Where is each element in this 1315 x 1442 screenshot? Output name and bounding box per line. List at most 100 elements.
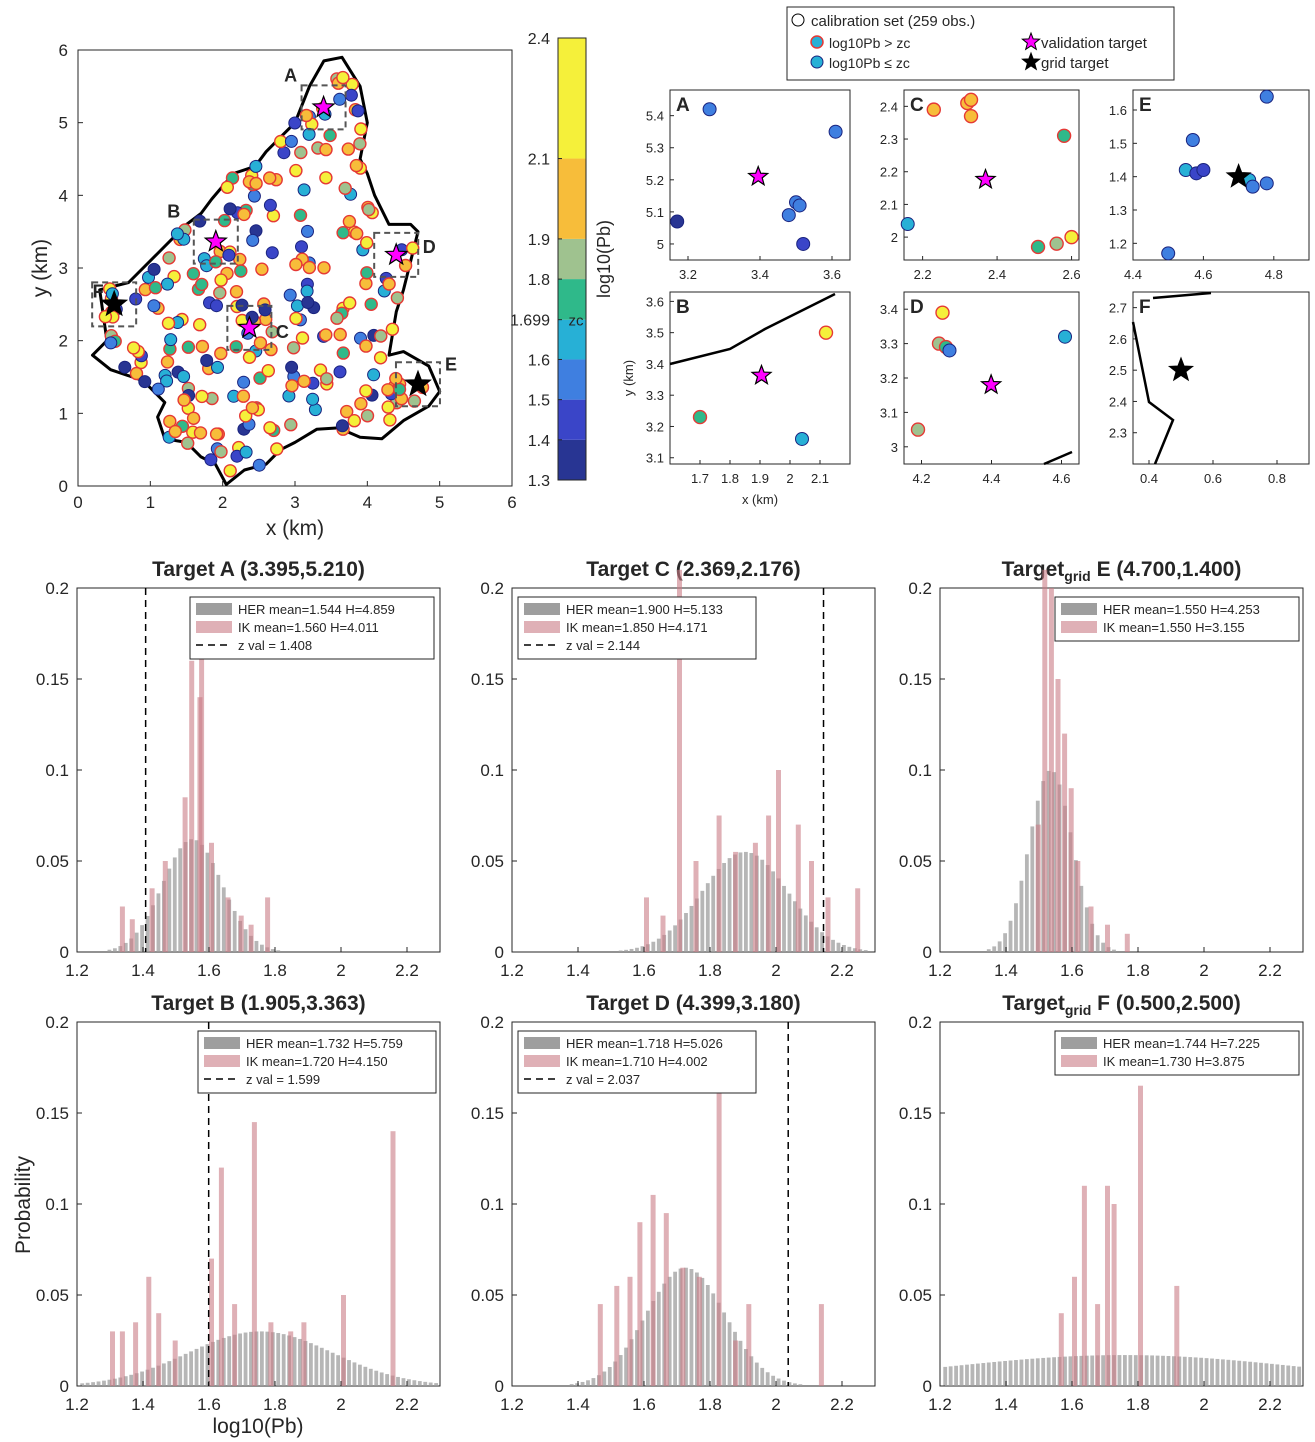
map-xtick-label: 5 [435, 493, 444, 512]
ik-bar [644, 897, 649, 952]
map-ytick-label: 5 [59, 114, 68, 133]
ik-bar [182, 797, 188, 952]
hist-xtick-label: 1.4 [994, 1395, 1018, 1414]
histogram-panels: Target A (3.395,5.210) 1.2 1.4 1.6 1.8 2 2.2 0 0… [12, 558, 1304, 1438]
ik-bar [733, 1340, 739, 1386]
her-bar [749, 853, 754, 952]
hist-xtick-label: 2 [336, 1395, 345, 1414]
inset-ytick-label: 2.6 [1109, 332, 1127, 347]
hist-ylabel: Probability [12, 1155, 35, 1254]
her-bar [156, 893, 161, 952]
her-bar [591, 1378, 596, 1386]
calibration-point [249, 159, 263, 173]
her-bar [178, 848, 183, 952]
hist-ytick-label: 0.05 [36, 1286, 69, 1305]
ik-bar [110, 1331, 115, 1386]
her-bar [1019, 1359, 1024, 1386]
target-box-D [373, 231, 420, 278]
ik-bar [301, 1322, 307, 1386]
her-bar [959, 1365, 964, 1386]
inset-point [1030, 239, 1046, 255]
ik-bar [1055, 679, 1061, 952]
inset-label: C [910, 95, 924, 116]
colorbar-tick-label: 1.4 [528, 433, 550, 450]
her-bar [1079, 885, 1084, 952]
calibration-point [283, 288, 297, 302]
her-bar [1024, 854, 1029, 952]
hist-ytick-label: 0.05 [899, 1286, 932, 1305]
inset-ytick-label: 3.2 [880, 371, 898, 386]
her-bar [738, 1340, 743, 1386]
histogram-3: Targetgrid E (4.700,1.400) 1.2 1.4 1.6 1.8 2 2… [899, 558, 1304, 980]
her-bar [814, 927, 819, 952]
her-bar [200, 1346, 204, 1386]
her-bar [1035, 1358, 1040, 1386]
calibration-point [253, 371, 267, 385]
hist-title: Target A (3.395,5.210) [152, 558, 365, 581]
her-bar [847, 946, 852, 952]
hist-xtick-label: 2 [771, 1395, 780, 1414]
ik-bar [663, 1213, 669, 1386]
calibration-point [237, 375, 251, 389]
hist-ytick-label: 0.2 [480, 579, 504, 598]
her-bar [1101, 942, 1106, 952]
inset-boundary [1152, 291, 1212, 300]
hist-frame [939, 1021, 1304, 1387]
calibration-point [204, 453, 218, 467]
calibration-point [209, 255, 223, 269]
calibration-point [186, 267, 201, 281]
inset-point [1049, 236, 1064, 251]
hist-xtick-label: 2 [1199, 961, 1208, 980]
inset-ytick-label: 1.5 [1109, 136, 1127, 151]
hist-xtick-label: 1.6 [632, 1395, 656, 1414]
her-bar [580, 1381, 585, 1386]
legend-her-swatch [196, 603, 232, 615]
her-bar [1014, 903, 1018, 952]
calibration-point [354, 122, 368, 136]
map-ytick-label: 4 [59, 186, 68, 205]
calibration-point [364, 297, 378, 311]
ik-bar [746, 1304, 752, 1386]
her-bar [1231, 1360, 1236, 1386]
inset-point [1058, 329, 1072, 344]
her-bar [798, 1384, 803, 1386]
legend-low-label: log10Pb ≤ zc [829, 55, 910, 71]
colorbar-segment [558, 158, 586, 239]
her-bar [624, 949, 629, 952]
her-bar [1079, 1355, 1084, 1386]
her-bar [1008, 920, 1013, 952]
colorbar-tick-label: 1.6 [528, 352, 550, 369]
her-bar [1133, 1355, 1138, 1386]
her-bar [167, 1361, 172, 1386]
box-label-C: C [276, 322, 289, 342]
calibration-point [354, 397, 368, 411]
calibration-point [214, 346, 228, 361]
calibration-point [247, 189, 261, 203]
box-label-D: D [423, 237, 436, 257]
calibration-point [294, 145, 308, 160]
hist-xtick-label: 1.8 [263, 961, 287, 980]
colorbar-tick-label: 1.5 [528, 393, 550, 410]
inset-target-star [1167, 356, 1195, 382]
her-bar [270, 949, 275, 952]
inset-boundary [1043, 450, 1073, 466]
inset-D: D 4.2 4.4 4.6 3 3.1 3.2 3.3 3.4 [880, 291, 1080, 486]
calibration-point [319, 171, 333, 185]
inset-xtick-label: 0.4 [1140, 471, 1158, 486]
her-bar [1259, 1362, 1263, 1386]
hist-ytick-label: 0.05 [899, 852, 932, 871]
calibration-point [263, 198, 277, 212]
her-bar [330, 1352, 335, 1386]
her-bar [292, 1337, 297, 1386]
legend-ik-swatch [524, 1055, 560, 1067]
calibration-point [300, 284, 314, 298]
her-bar [1008, 1360, 1013, 1386]
her-bar [656, 938, 661, 952]
calibration-point [333, 365, 347, 379]
ik-bar [238, 915, 244, 952]
inset-point [963, 92, 979, 108]
her-bar [1237, 1360, 1242, 1386]
inset-label: E [1139, 95, 1152, 116]
calibration-point [253, 336, 268, 350]
inset-ytick-label: 1.6 [1109, 103, 1127, 118]
